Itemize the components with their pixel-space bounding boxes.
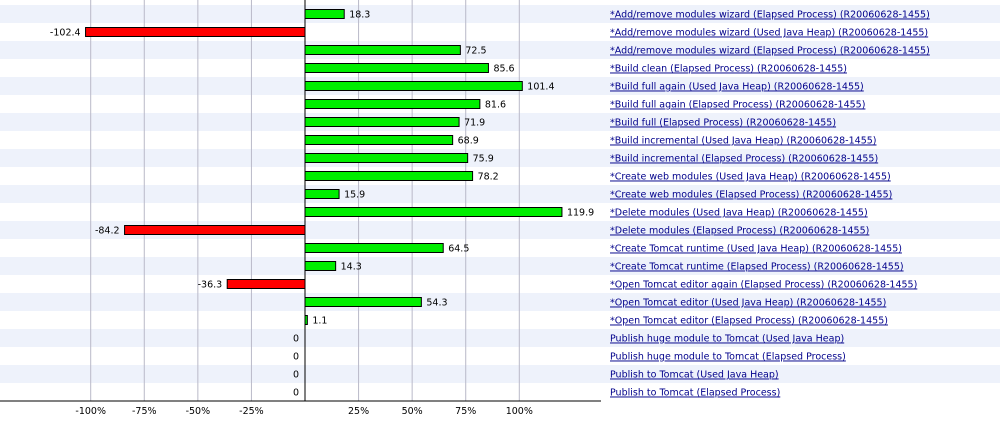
bar: [304, 135, 454, 145]
bar-value-label: 0: [293, 370, 299, 381]
bar-value-label: 78.2: [478, 172, 499, 183]
bar: [304, 207, 563, 217]
category-link[interactable]: *Open Tomcat editor (Elapsed Process) (R…: [610, 316, 888, 327]
row-stripe: [0, 113, 1000, 131]
bar-value-label: 0: [293, 334, 299, 345]
bar: [304, 189, 340, 199]
bar-value-label: 54.3: [426, 298, 447, 309]
bar: [304, 297, 422, 307]
bar-value-label: 85.6: [493, 64, 514, 75]
category-link[interactable]: *Add/remove modules wizard (Elapsed Proc…: [610, 10, 930, 21]
bar: [304, 261, 337, 271]
bar-value-label: -84.2: [95, 226, 120, 237]
x-tick-label: -100%: [75, 406, 106, 417]
row-stripe: [0, 257, 1000, 275]
bar-value-label: 1.1: [312, 316, 327, 327]
bar-value-label: 18.3: [349, 10, 370, 21]
x-tick-label: 100%: [506, 406, 533, 417]
category-link[interactable]: *Create Tomcat runtime (Elapsed Process)…: [610, 262, 904, 273]
bar: [304, 153, 469, 163]
bar-value-label: 71.9: [464, 118, 485, 129]
bar-value-label: 15.9: [344, 190, 365, 201]
category-link[interactable]: *Create web modules (Used Java Heap) (R2…: [610, 172, 891, 183]
bar-value-label: 0: [293, 388, 299, 399]
bar: [304, 171, 474, 181]
category-link[interactable]: Publish to Tomcat (Elapsed Process): [610, 388, 780, 399]
bar: [304, 45, 461, 55]
x-tick-labels: -100% -75% -50% -25% 25% 50% 75% 100%: [75, 406, 532, 417]
category-link[interactable]: *Build full again (Elapsed Process) (R20…: [610, 100, 865, 111]
category-link[interactable]: *Build clean (Elapsed Process) (R2006062…: [610, 64, 847, 75]
row-stripe: [0, 149, 1000, 167]
category-link[interactable]: *Create Tomcat runtime (Used Java Heap) …: [610, 244, 902, 255]
bar: [304, 63, 489, 73]
category-link[interactable]: *Delete modules (Used Java Heap) (R20060…: [610, 208, 868, 219]
bar-value-label: 64.5: [448, 244, 469, 255]
bar-value-label: 101.4: [527, 82, 554, 93]
category-link[interactable]: *Build incremental (Used Java Heap) (R20…: [610, 136, 877, 147]
bar: [304, 243, 444, 253]
x-tick-label: -75%: [132, 406, 157, 417]
category-link[interactable]: *Add/remove modules wizard (Elapsed Proc…: [610, 46, 930, 57]
bar-value-label: 14.3: [341, 262, 362, 273]
row-stripe: [0, 5, 1000, 23]
x-tick-label: 75%: [455, 406, 476, 417]
x-tick-label: -25%: [239, 406, 264, 417]
bar: [304, 81, 523, 91]
category-link[interactable]: *Build incremental (Elapsed Process) (R2…: [610, 154, 878, 165]
category-link[interactable]: *Delete modules (Elapsed Process) (R2006…: [610, 226, 869, 237]
bar: [226, 279, 306, 289]
bar-value-label: 75.9: [473, 154, 494, 165]
row-stripe: [0, 365, 1000, 383]
category-links: *Add/remove modules wizard (Elapsed Proc…: [610, 10, 930, 399]
bar: [85, 27, 306, 37]
row-stripe: [0, 185, 1000, 203]
x-tick-label: -50%: [186, 406, 211, 417]
row-stripe: [0, 293, 1000, 311]
bar-value-label: -36.3: [198, 280, 223, 291]
category-link[interactable]: Publish huge module to Tomcat (Elapsed P…: [610, 352, 846, 363]
bar: [304, 9, 345, 19]
category-link[interactable]: *Build full (Elapsed Process) (R20060628…: [610, 118, 836, 129]
category-link[interactable]: *Create web modules (Elapsed Process) (R…: [610, 190, 892, 201]
bar-value-label: 81.6: [485, 100, 506, 111]
row-stripe: [0, 329, 1000, 347]
bar-value-label: -102.4: [50, 28, 81, 39]
bar-value-label: 0: [293, 352, 299, 363]
category-link[interactable]: *Add/remove modules wizard (Used Java He…: [610, 28, 928, 39]
x-tick-label: 25%: [348, 406, 369, 417]
bar: [124, 225, 306, 235]
bar-value-label: 72.5: [465, 46, 486, 57]
x-tick-label: 50%: [402, 406, 423, 417]
axes: [0, 0, 601, 402]
bar: [304, 99, 481, 109]
category-link[interactable]: *Build full again (Used Java Heap) (R200…: [610, 82, 864, 93]
bar-value-label: 68.9: [458, 136, 479, 147]
category-link[interactable]: Publish huge module to Tomcat (Used Java…: [610, 334, 844, 345]
bar: [304, 117, 460, 127]
category-link[interactable]: *Open Tomcat editor (Used Java Heap) (R2…: [610, 298, 886, 309]
category-link[interactable]: *Open Tomcat editor again (Elapsed Proce…: [610, 280, 917, 291]
row-stripe: [0, 41, 1000, 59]
category-link[interactable]: Publish to Tomcat (Used Java Heap): [610, 370, 779, 381]
bar-value-label: 119.9: [567, 208, 594, 219]
